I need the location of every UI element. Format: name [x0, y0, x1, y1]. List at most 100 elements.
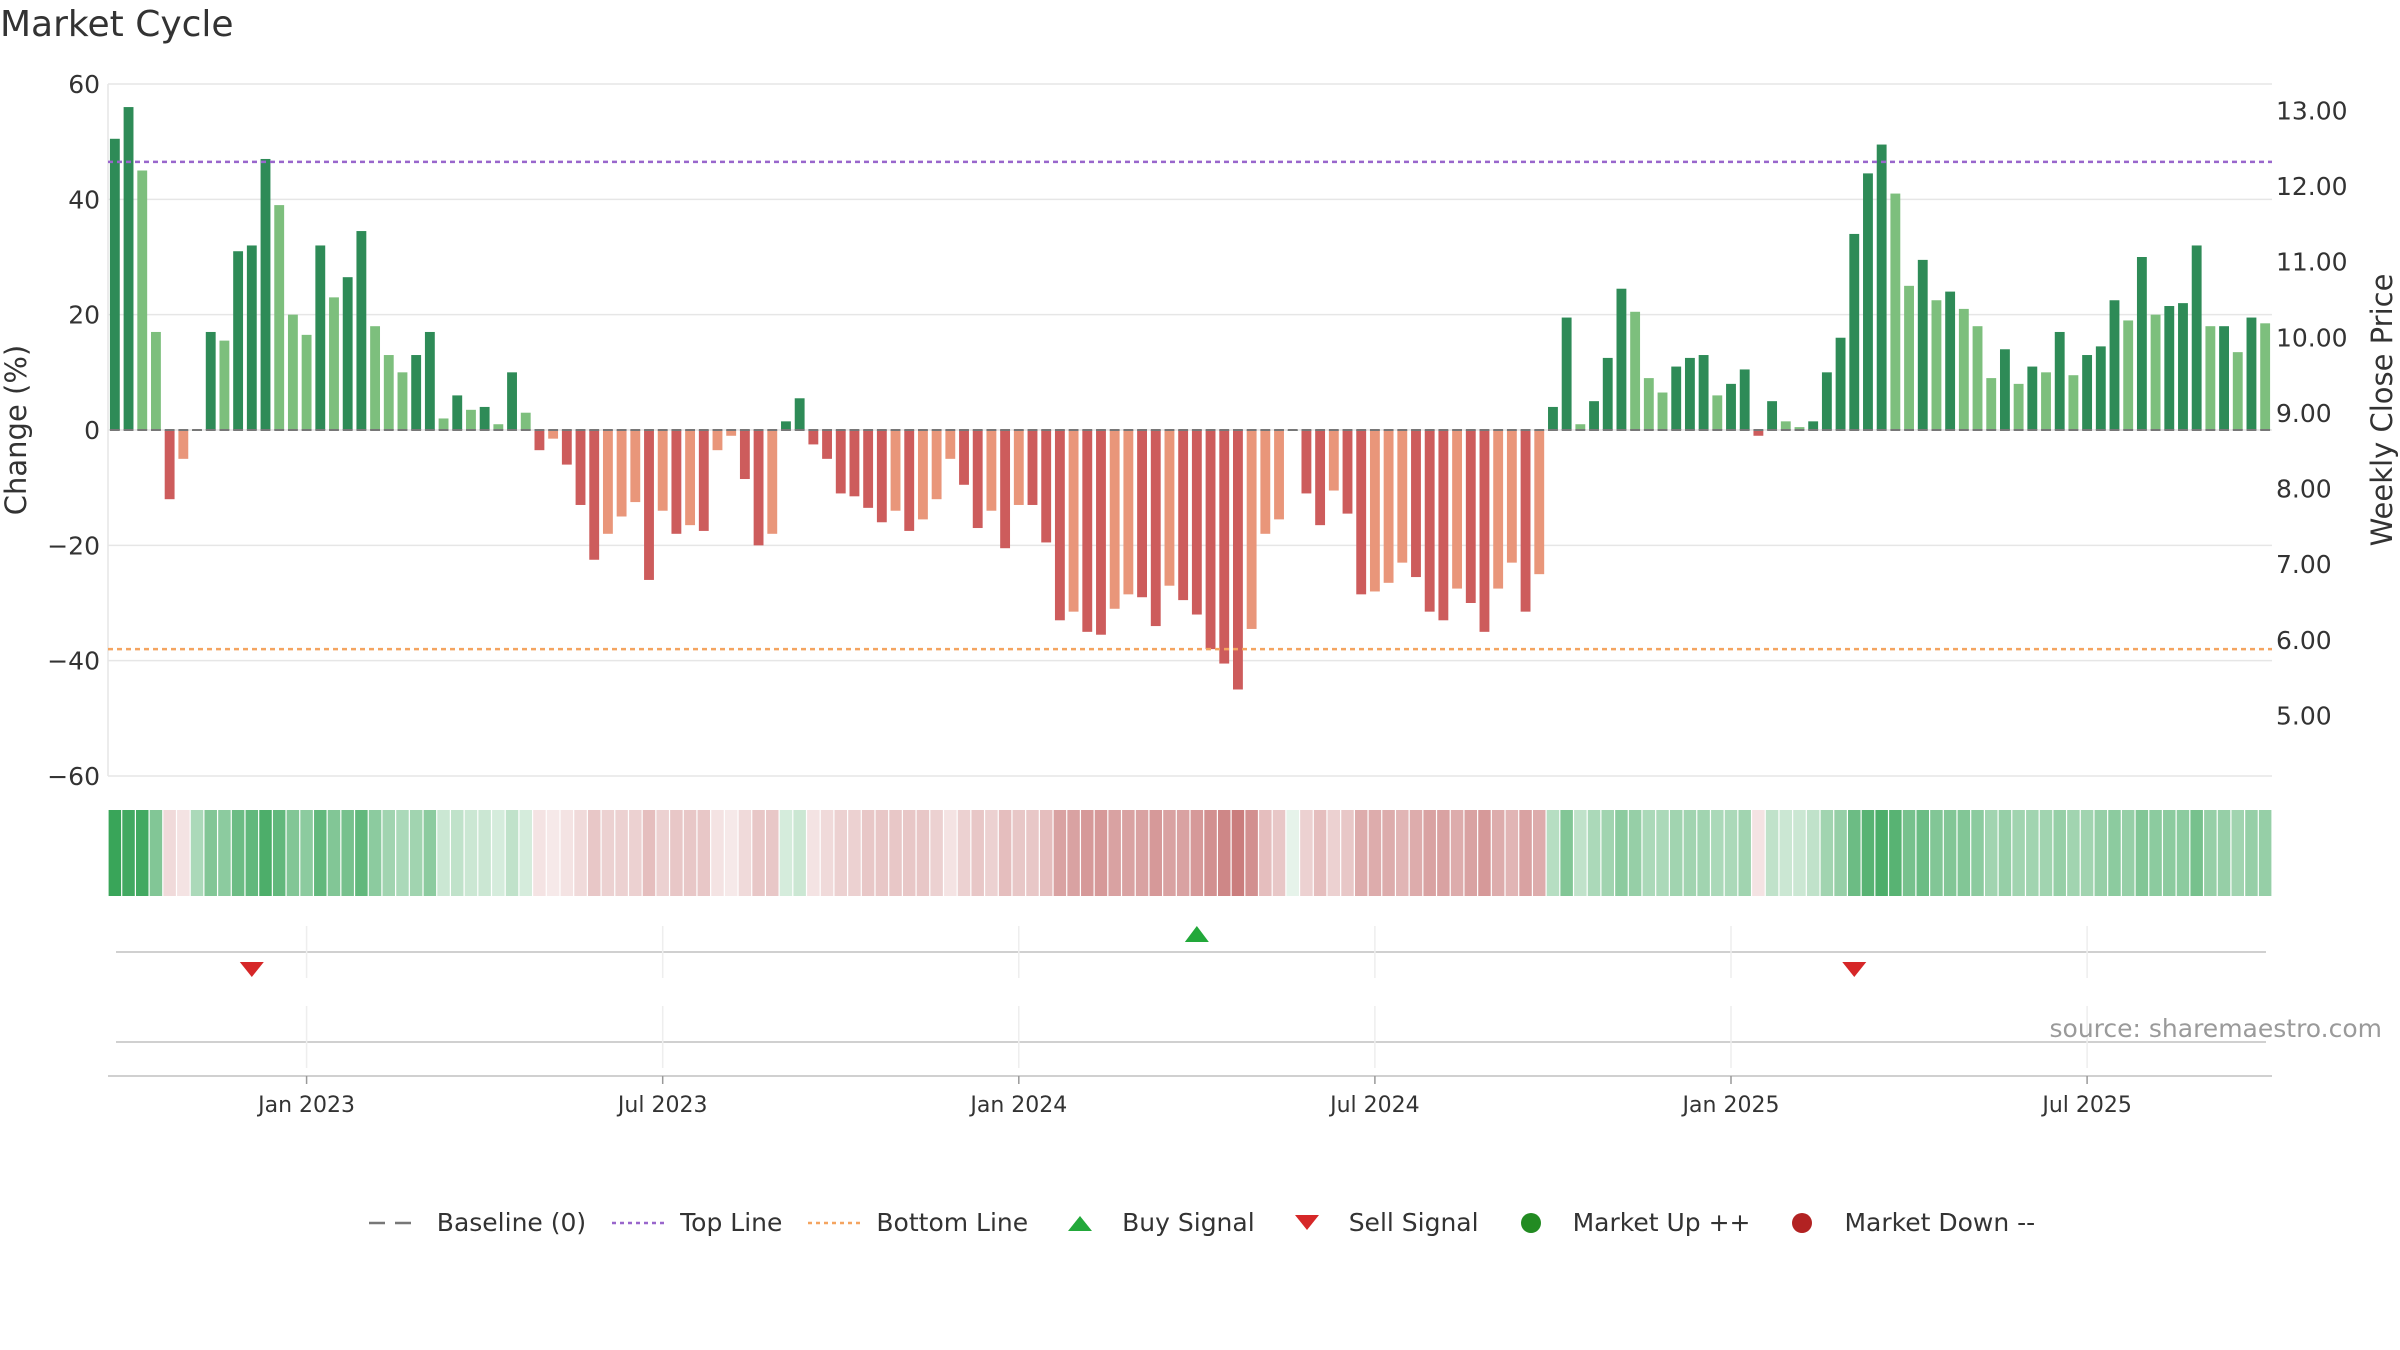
- cycle-strip-cell: [916, 810, 930, 896]
- x-tick-label: Jan 2024: [968, 1093, 1067, 1118]
- cycle-strip-cell: [1752, 810, 1765, 896]
- change-bar: [424, 331, 435, 430]
- cycle-strip-cell: [2217, 810, 2231, 896]
- cycle-strip-cell: [656, 810, 669, 896]
- cycle-strip-cell: [1971, 810, 1984, 896]
- legend-item-market-up[interactable]: Market Up ++: [1501, 1208, 1750, 1237]
- cycle-strip-cell: [1505, 810, 1519, 896]
- change-bar: [2054, 331, 2065, 430]
- change-bar: [1986, 378, 1997, 430]
- bars-layer: [109, 107, 2271, 690]
- change-bar: [2109, 300, 2120, 430]
- change-bar: [1726, 383, 1736, 430]
- cycle-strip-cell: [177, 810, 190, 896]
- cycle-strip-cell: [1094, 810, 1108, 896]
- change-bar: [575, 430, 586, 505]
- cycle-strip-cell: [930, 810, 943, 896]
- cycle-strip-cell: [998, 810, 1012, 896]
- legend-item-sell-signal[interactable]: Sell Signal: [1277, 1208, 1479, 1237]
- cycle-strip-cell: [1861, 810, 1875, 896]
- cycle-strip-cell: [2231, 810, 2245, 896]
- change-bar: [301, 334, 312, 430]
- cycle-strip-cell: [1039, 810, 1053, 896]
- change-bar: [1438, 430, 1449, 621]
- x-tick-label: Jul 2023: [616, 1093, 708, 1118]
- cycle-strip-cell: [423, 810, 437, 896]
- change-bar: [151, 331, 161, 430]
- change-bar: [959, 430, 969, 485]
- y-tick-label: 40: [68, 185, 100, 214]
- change-bar: [1342, 430, 1353, 514]
- cycle-strip-cell: [1327, 810, 1341, 896]
- change-bar: [917, 430, 928, 520]
- cycle-strip-cell: [944, 810, 957, 896]
- cycle-strip-cell: [368, 810, 382, 896]
- change-bar: [1096, 430, 1106, 635]
- legend-item-market-down[interactable]: Market Down --: [1772, 1208, 2035, 1237]
- y2-tick-label: 8.00: [2276, 475, 2332, 504]
- x-tick-label: Jul 2025: [2040, 1093, 2132, 1118]
- cycle-strip-cell: [1409, 810, 1423, 896]
- x-tick-label: Jan 2025: [1681, 1093, 1780, 1118]
- change-bar: [781, 421, 791, 430]
- change-bar: [1452, 430, 1463, 589]
- cycle-strip-cell: [1478, 810, 1491, 896]
- change-bar: [739, 430, 750, 480]
- cycle-strip-cell: [1217, 810, 1231, 896]
- cycle-strip-cell: [2108, 810, 2121, 896]
- legend-item-baseline[interactable]: Baseline (0): [365, 1208, 586, 1237]
- change-bar: [329, 297, 339, 430]
- signal-panel: [116, 926, 2266, 1068]
- cycle-strip-cell: [2094, 810, 2108, 896]
- change-bar: [1465, 430, 1476, 603]
- cycle-strip-cell: [820, 810, 834, 896]
- change-bar: [1616, 288, 1627, 430]
- cycle-strip-cell: [1820, 810, 1834, 896]
- change-bar: [2082, 355, 2093, 430]
- change-bar: [438, 418, 449, 430]
- change-bar: [1520, 430, 1531, 612]
- change-bar: [315, 245, 326, 430]
- change-bar: [1999, 349, 2010, 430]
- y-axis-title: Change (%): [0, 345, 33, 515]
- change-bar: [1849, 233, 1860, 430]
- cycle-strip-cell: [985, 810, 998, 896]
- cycle-strip-cell: [1806, 810, 1820, 896]
- legend-item-bottom-line[interactable]: Bottom Line: [804, 1208, 1028, 1237]
- cycle-strip-cell: [615, 810, 628, 896]
- change-bar: [1794, 427, 1805, 430]
- change-bar: [411, 355, 422, 430]
- legend-item-buy-signal[interactable]: Buy Signal: [1050, 1208, 1255, 1237]
- change-bar: [1041, 430, 1052, 543]
- change-bar: [1383, 430, 1394, 583]
- change-bar: [1643, 378, 1654, 430]
- cycle-strip-cell: [1765, 810, 1779, 896]
- legend: Baseline (0) Top Line Bottom Line Buy Si…: [0, 1208, 2400, 1237]
- change-bar: [1780, 421, 1791, 430]
- cycle-strip-cell: [1396, 810, 1409, 896]
- cycle-strip-cell: [1149, 810, 1163, 896]
- legend-item-top-line[interactable]: Top Line: [608, 1208, 782, 1237]
- change-bar: [1027, 430, 1038, 505]
- cycle-strip-cell: [1354, 810, 1368, 896]
- cycle-strip-cell: [1286, 810, 1299, 896]
- cycle-strip-cell: [1163, 810, 1176, 896]
- cycle-strip-cell: [2012, 810, 2025, 896]
- change-bar: [520, 412, 531, 430]
- cycle-strip-cell: [341, 810, 354, 896]
- cycle-strip-cell: [451, 810, 464, 896]
- legend-label: Bottom Line: [876, 1208, 1029, 1237]
- cycle-strip-cell: [1272, 810, 1286, 896]
- change-bar: [1411, 430, 1421, 578]
- cycle-strip-cell: [190, 810, 204, 896]
- cycle-strip-cell: [533, 810, 546, 896]
- cycle-strip-cell: [629, 810, 642, 896]
- cycle-strip-cell: [1628, 810, 1642, 896]
- cycle-strip-cell: [1574, 810, 1587, 896]
- cycle-strip-cell: [1779, 810, 1793, 896]
- change-bar: [1904, 285, 1914, 430]
- change-bar: [1589, 401, 1599, 430]
- cycle-strip-cell: [724, 810, 738, 896]
- change-bar: [822, 430, 832, 459]
- cycle-strip-cell: [1491, 810, 1505, 896]
